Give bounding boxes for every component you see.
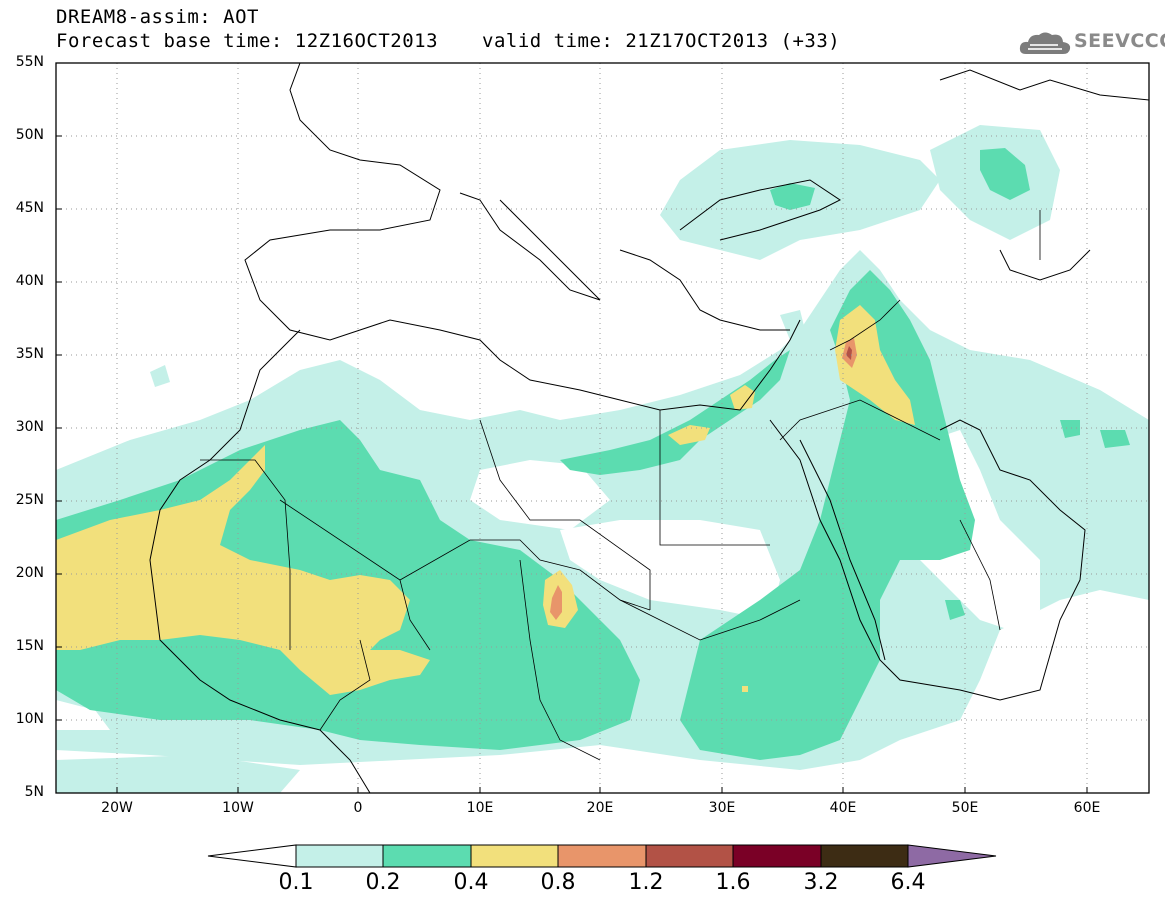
lat-label: 55N bbox=[15, 54, 44, 70]
lat-label: 15N bbox=[15, 638, 44, 654]
lat-label: 30N bbox=[15, 419, 44, 435]
lon-label: 50E bbox=[951, 800, 979, 816]
lat-label: 50N bbox=[15, 127, 44, 143]
lon-label: 40E bbox=[829, 800, 857, 816]
colorbar-label: 0.2 bbox=[365, 870, 401, 895]
colorbar-label: 1.6 bbox=[715, 870, 751, 895]
lon-label: 10E bbox=[466, 800, 494, 816]
country-borders bbox=[200, 210, 1041, 761]
lon-label: 10W bbox=[222, 800, 254, 816]
aot-field bbox=[56, 63, 1149, 793]
lat-label: 35N bbox=[15, 346, 44, 362]
lat-label: 25N bbox=[15, 492, 44, 508]
colorbar-bin-7 bbox=[820, 844, 909, 868]
lon-label: 30E bbox=[708, 800, 736, 816]
colorbar-bin-3 bbox=[470, 844, 559, 868]
colorbar-label: 1.2 bbox=[628, 870, 664, 895]
lon-label: 60E bbox=[1073, 800, 1101, 816]
cloud-icon bbox=[1019, 32, 1071, 54]
time-info: Forecast base time: 12Z16OCT2013 valid ti… bbox=[56, 30, 840, 52]
colorbar-over bbox=[907, 844, 997, 868]
colorbar-label: 6.4 bbox=[890, 870, 926, 895]
colorbar-bin-5 bbox=[645, 844, 734, 868]
colorbar-label: 0.4 bbox=[453, 870, 489, 895]
map-title: DREAM8-assim: AOT bbox=[56, 6, 259, 28]
valid-time: valid time: 21Z17OCT2013 (+33) bbox=[482, 30, 841, 52]
colorbar bbox=[207, 844, 997, 868]
colorbar-label: 0.1 bbox=[278, 870, 314, 895]
tick-marks bbox=[56, 135, 1088, 793]
lon-label: 0 bbox=[353, 800, 363, 816]
lon-label: 20E bbox=[586, 800, 614, 816]
colorbar-bin-1 bbox=[295, 844, 384, 868]
lon-label: 20W bbox=[101, 800, 133, 816]
logo-text: SEEVCCC bbox=[1074, 30, 1165, 52]
colorbar-bin-2 bbox=[382, 844, 472, 868]
lat-label: 10N bbox=[15, 711, 44, 727]
colorbar-label: 0.8 bbox=[540, 870, 576, 895]
colorbar-bin-4 bbox=[557, 844, 647, 868]
coastlines bbox=[149, 63, 1149, 793]
lat-label: 20N bbox=[15, 565, 44, 581]
forecast-base-time: Forecast base time: 12Z16OCT2013 bbox=[56, 30, 439, 52]
lat-label: 45N bbox=[15, 200, 44, 216]
colorbar-bin-6 bbox=[732, 844, 822, 868]
colorbar-label: 3.2 bbox=[803, 870, 839, 895]
aot-level-1-2 bbox=[846, 346, 852, 360]
lat-label: 5N bbox=[24, 784, 44, 800]
graticule bbox=[56, 63, 1149, 793]
seevccc-logo: SEEVCCC bbox=[1018, 28, 1165, 58]
lat-label: 40N bbox=[15, 273, 44, 289]
colorbar-under bbox=[207, 844, 297, 868]
